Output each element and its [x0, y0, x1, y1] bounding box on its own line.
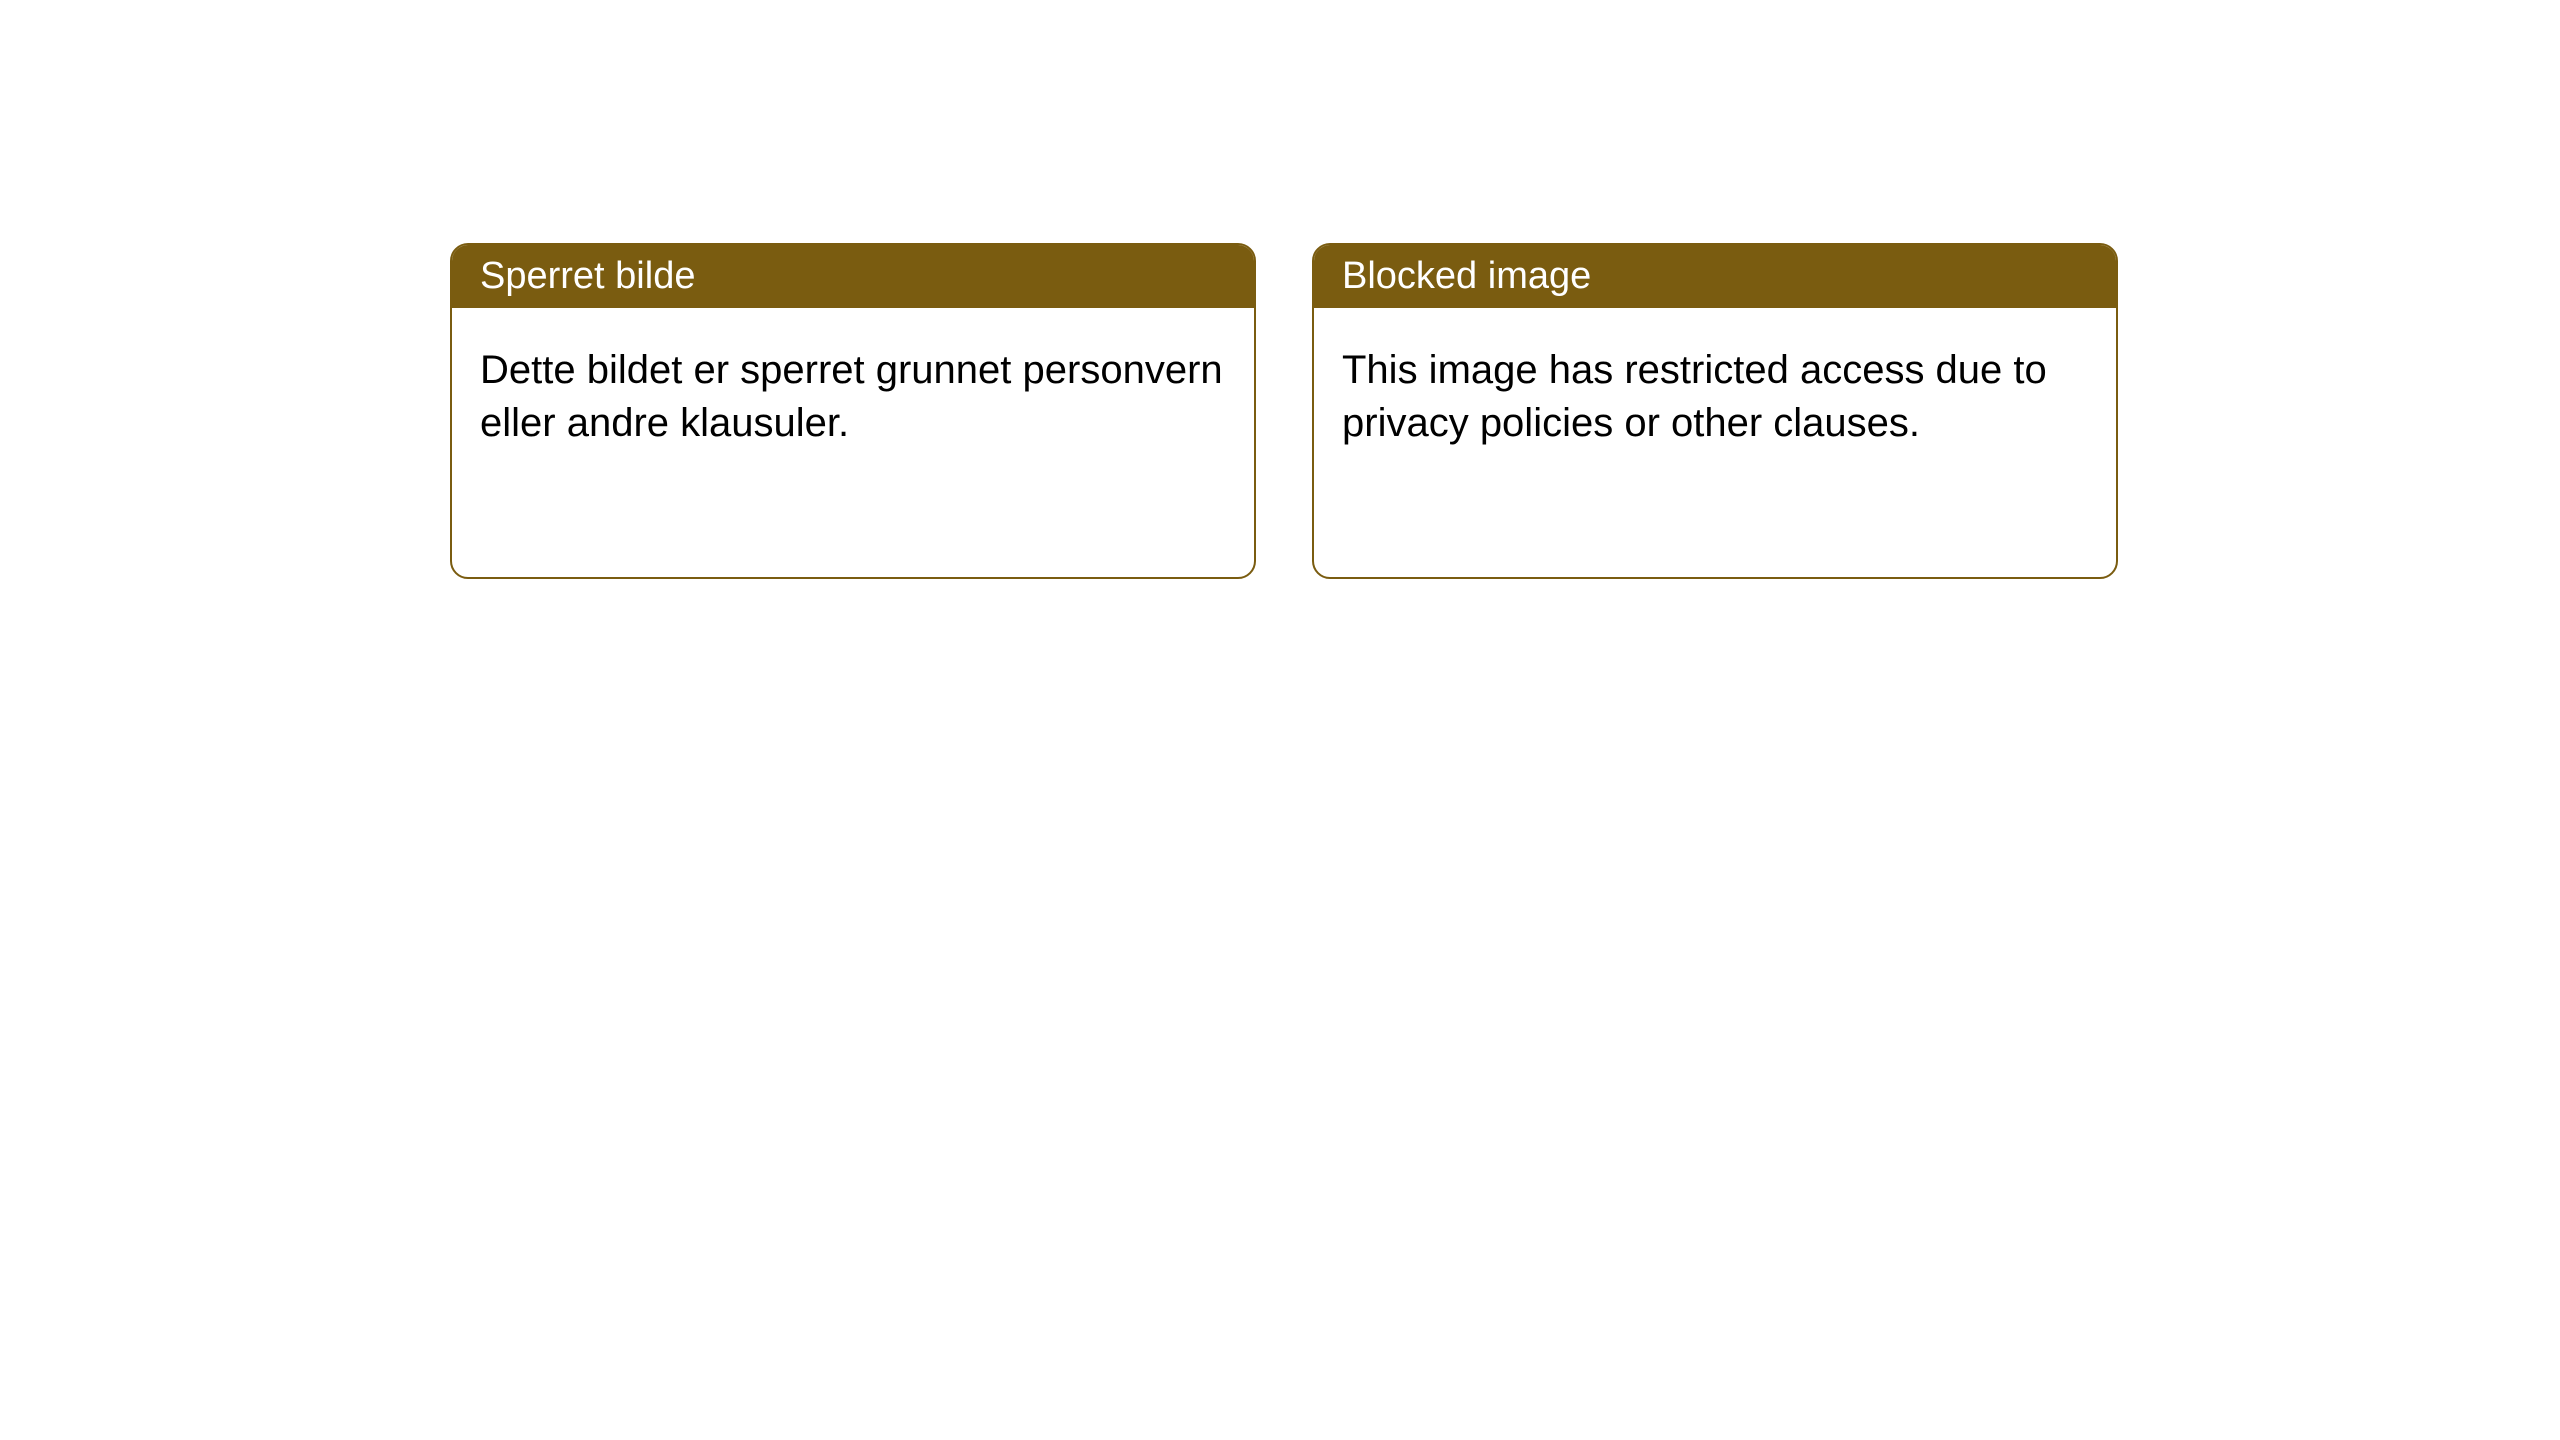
blocked-image-panel-norwegian: Sperret bilde Dette bildet er sperret gr…	[450, 243, 1256, 579]
panel-title: Sperret bilde	[480, 255, 695, 297]
panel-body: This image has restricted access due to …	[1314, 308, 2116, 486]
notice-container: Sperret bilde Dette bildet er sperret gr…	[0, 0, 2560, 579]
blocked-image-panel-english: Blocked image This image has restricted …	[1312, 243, 2118, 579]
panel-body-text: This image has restricted access due to …	[1342, 348, 2047, 445]
panel-body: Dette bildet er sperret grunnet personve…	[452, 308, 1254, 486]
panel-header: Blocked image	[1314, 245, 2116, 308]
panel-body-text: Dette bildet er sperret grunnet personve…	[480, 348, 1223, 445]
panel-header: Sperret bilde	[452, 245, 1254, 308]
panel-title: Blocked image	[1342, 255, 1591, 297]
